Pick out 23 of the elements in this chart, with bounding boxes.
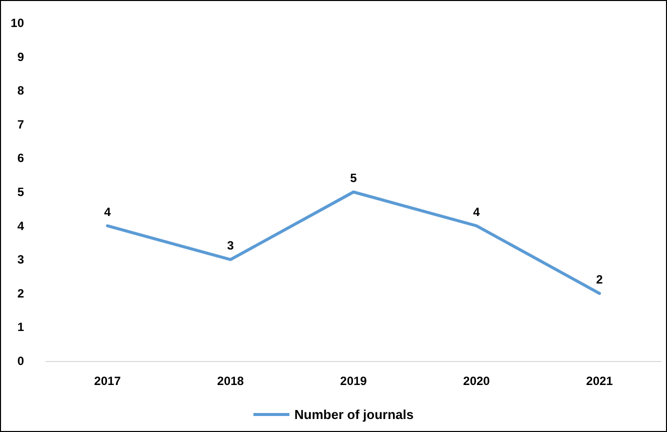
y-tick-label: 10 <box>10 16 24 30</box>
y-tick-label: 1 <box>17 320 24 334</box>
line-series <box>106 190 601 295</box>
data-label: 4 <box>473 204 480 219</box>
x-tick-label: 2020 <box>463 374 490 388</box>
x-tick-label: 2017 <box>94 374 122 388</box>
y-tick-label: 8 <box>17 84 24 98</box>
y-tick-label: 6 <box>17 151 24 166</box>
data-label: 2 <box>596 272 604 286</box>
x-tick-label: 2021 <box>586 374 614 388</box>
y-tick-label: 0 <box>17 354 24 368</box>
x-tick-label: 2019 <box>340 374 368 388</box>
y-tick-label: 3 <box>17 252 24 267</box>
data-label: 3 <box>227 238 234 253</box>
x-tick-label: 2018 <box>217 374 244 388</box>
y-tick-label: 9 <box>17 50 24 64</box>
legend-label: Number of journals <box>294 407 414 422</box>
y-tick-label: 5 <box>17 185 24 199</box>
y-tick-label: 4 <box>17 218 24 233</box>
y-tick-label: 7 <box>17 117 24 132</box>
data-label: 5 <box>350 171 358 185</box>
data-label: 4 <box>104 204 112 219</box>
y-tick-label: 2 <box>17 286 24 300</box>
